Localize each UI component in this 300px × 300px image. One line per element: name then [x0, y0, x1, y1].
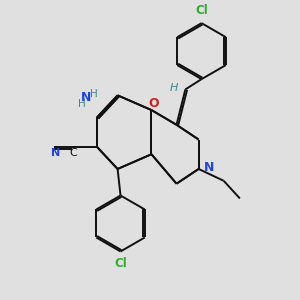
Text: H: H [170, 83, 178, 93]
Text: H: H [78, 99, 86, 109]
Text: Cl: Cl [195, 4, 208, 17]
Text: N: N [204, 161, 214, 174]
Text: Cl: Cl [114, 257, 127, 270]
Text: N: N [81, 91, 91, 104]
Text: C: C [70, 148, 77, 158]
Text: O: O [148, 97, 159, 110]
Text: H: H [90, 89, 98, 99]
Text: N: N [51, 148, 60, 158]
